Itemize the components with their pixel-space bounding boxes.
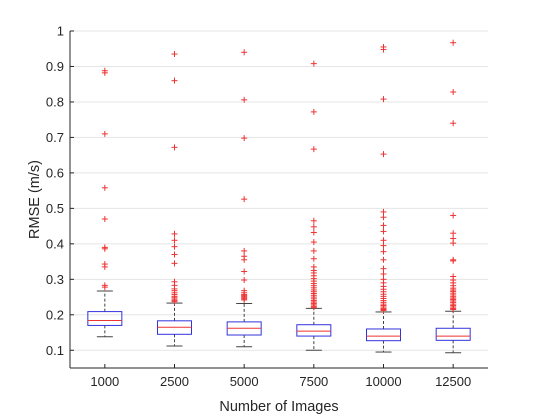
outlier-marker	[101, 184, 108, 191]
outlier-marker	[241, 296, 248, 303]
outlier-marker	[101, 284, 108, 291]
outlier-marker	[310, 108, 317, 115]
outlier-marker	[171, 298, 178, 305]
outlier-marker	[310, 255, 317, 262]
outlier-marker	[171, 77, 178, 84]
outlier-marker	[101, 216, 108, 223]
outlier-marker	[380, 237, 387, 244]
outlier-marker	[380, 214, 387, 221]
outlier-marker	[450, 120, 457, 127]
box	[366, 328, 401, 342]
x-ticks: 1000 2500 5000 7500 10000 12500	[90, 364, 471, 389]
outlier-marker	[171, 237, 178, 244]
outlier-marker	[241, 256, 248, 263]
plot-area	[70, 31, 488, 368]
outlier-marker	[101, 263, 108, 270]
outlier-marker	[101, 69, 108, 76]
outlier-marker	[241, 196, 248, 203]
outlier-marker	[241, 49, 248, 56]
box-series	[87, 39, 471, 354]
y-tick-label: 0.2	[46, 307, 64, 322]
y-tick-label: 0.5	[46, 201, 64, 216]
x-tick-label: 5000	[230, 374, 259, 389]
y-tick-label: 0.6	[46, 165, 64, 180]
outlier-marker	[380, 228, 387, 235]
outlier-marker	[241, 135, 248, 142]
box	[435, 327, 471, 341]
box-group	[366, 43, 401, 353]
outlier-marker	[450, 89, 457, 96]
outlier-marker	[380, 208, 387, 215]
y-tick-label: 1	[57, 24, 64, 39]
outlier-marker	[380, 256, 387, 263]
outlier-marker	[310, 146, 317, 153]
box-group	[226, 49, 262, 348]
outlier-marker	[241, 268, 248, 275]
y-axis-label: RMSE (m/s)	[27, 160, 43, 239]
outlier-marker	[310, 217, 317, 224]
y-tick-label: 0.9	[46, 59, 64, 74]
box	[87, 311, 123, 326]
outlier-marker	[101, 130, 108, 137]
box	[296, 324, 332, 337]
outlier-marker	[171, 51, 178, 58]
outlier-marker	[450, 240, 457, 247]
x-tick-label: 10000	[365, 374, 401, 389]
outlier-marker	[241, 96, 248, 103]
outlier-marker	[380, 151, 387, 158]
axes	[69, 31, 488, 369]
outlier-marker	[310, 304, 317, 311]
outlier-marker	[171, 251, 178, 258]
y-tick-label: 0.1	[46, 343, 64, 358]
outlier-marker	[310, 239, 317, 246]
outlier-marker	[241, 277, 248, 284]
x-tick-label: 7500	[299, 374, 328, 389]
y-ticks: 0.1 0.2 0.3 0.4 0.5 0.6 0.7 0.8 0.9 1	[46, 24, 74, 358]
grid-lines	[70, 30, 488, 351]
outlier-marker	[450, 39, 457, 46]
outlier-marker	[450, 230, 457, 237]
outlier-marker	[380, 265, 387, 272]
outlier-marker	[171, 144, 178, 151]
y-tick-label: 0.4	[46, 236, 64, 251]
y-tick-label: 0.3	[46, 272, 64, 287]
x-tick-label: 2500	[160, 374, 189, 389]
outlier-marker	[380, 222, 387, 229]
box-group	[296, 60, 332, 351]
outlier-marker	[171, 230, 178, 237]
outlier-marker	[310, 229, 317, 236]
outlier-marker	[310, 247, 317, 254]
outlier-marker	[171, 243, 178, 250]
outlier-marker	[380, 270, 387, 277]
box-group	[87, 67, 123, 338]
x-tick-label: 12500	[435, 374, 471, 389]
outlier-marker	[380, 248, 387, 255]
outlier-marker	[171, 260, 178, 267]
outlier-marker	[450, 257, 457, 264]
x-axis-label: Number of Images	[219, 399, 338, 415]
outlier-marker	[380, 46, 387, 53]
outlier-marker	[380, 96, 387, 103]
y-tick-label: 0.8	[46, 94, 64, 109]
box-group	[157, 51, 192, 347]
x-tick-label: 1000	[90, 374, 119, 389]
outlier-marker	[310, 223, 317, 230]
outlier-marker	[310, 60, 317, 67]
outlier-marker	[450, 212, 457, 219]
outlier-marker	[450, 306, 457, 313]
y-tick-label: 0.7	[46, 130, 64, 145]
outlier-marker	[380, 242, 387, 249]
outlier-marker	[101, 245, 108, 252]
outlier-marker	[380, 307, 387, 314]
box-group	[435, 39, 471, 354]
outlier-marker	[241, 247, 248, 254]
